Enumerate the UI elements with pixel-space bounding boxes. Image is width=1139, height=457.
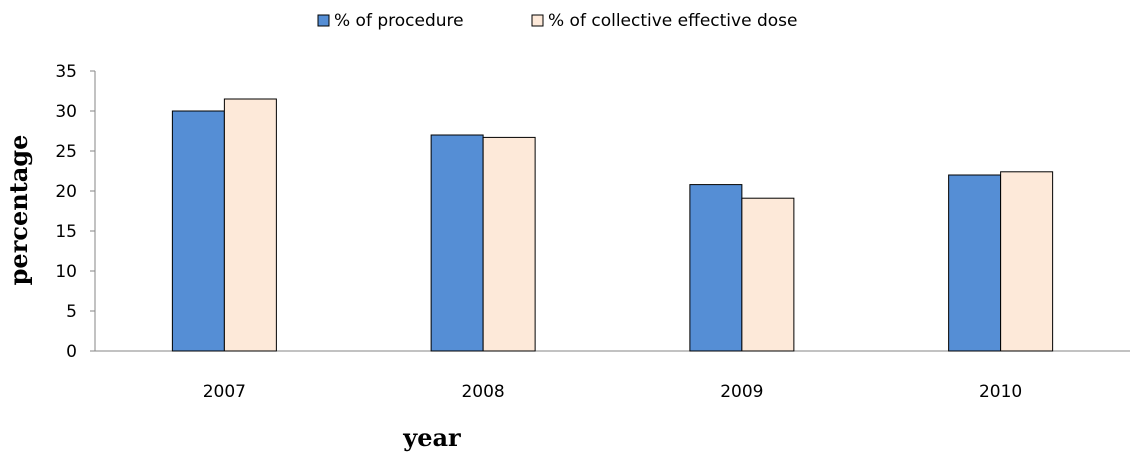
legend: % of procedure % of collective effective … (317, 11, 797, 31)
y-axis-title: percentage (4, 135, 33, 286)
y-tick-label: 25 (55, 142, 77, 162)
bar-procedure-2009 (689, 184, 743, 352)
bar-collective-dose-2009 (741, 197, 795, 352)
bar-procedure-2010 (948, 174, 1002, 352)
legend-label: % of collective effective dose (548, 11, 797, 31)
x-tick-label: 2007 (203, 382, 246, 402)
y-axis: 0 5 10 15 20 25 30 35 (55, 62, 96, 362)
bar-procedure-2008 (430, 134, 484, 352)
legend-swatch (531, 14, 544, 27)
bar-collective-dose-2010 (1000, 171, 1054, 352)
bar-procedure-2007 (171, 110, 225, 352)
y-tick-label: 10 (55, 262, 77, 282)
y-tick-label: 15 (55, 222, 77, 242)
x-axis-title: year (402, 423, 461, 452)
x-tick-label: 2009 (720, 382, 763, 402)
y-tick-label: 30 (55, 102, 77, 122)
y-tick-label: 0 (66, 342, 77, 362)
y-tick-label: 20 (55, 182, 77, 202)
legend-swatch (317, 14, 330, 27)
legend-label: % of procedure (334, 11, 464, 31)
y-tick-label: 5 (66, 302, 77, 322)
x-axis: 2007 2008 2009 2010 (95, 350, 1130, 402)
y-tick-label: 35 (55, 62, 77, 82)
x-tick-label: 2008 (461, 382, 504, 402)
bars (171, 98, 1054, 352)
bar-collective-dose-2008 (482, 136, 536, 352)
x-tick-label: 2010 (979, 382, 1022, 402)
bar-collective-dose-2007 (223, 98, 277, 352)
